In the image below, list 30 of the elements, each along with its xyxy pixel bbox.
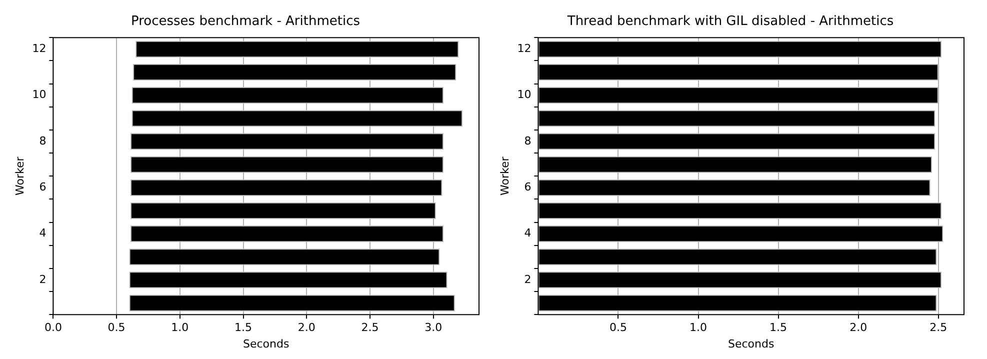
x-axis-title: Seconds (242, 337, 290, 350)
y-tick-label: 12 (32, 42, 46, 55)
y-tick-label: 10 (517, 88, 532, 102)
y-tick-label: 8 (524, 134, 532, 148)
y-tick-label: 2 (39, 272, 46, 286)
chart-title: Processes benchmark - Arithmetics (130, 14, 360, 30)
y-tick-label: 6 (39, 180, 46, 194)
y-tick-label: 10 (32, 88, 46, 102)
x-tick-label: 0.0 (44, 321, 62, 334)
y-axis-title: Worker (498, 156, 512, 196)
x-tick-label: 0.5 (609, 321, 627, 334)
x-tick-label: 1.5 (234, 321, 252, 334)
y-tick-label: 12 (517, 42, 532, 55)
x-tick-label: 1.0 (171, 321, 189, 334)
y-tick-label: 4 (524, 226, 532, 240)
x-tick-label: 1.5 (770, 321, 788, 334)
y-tick-label: 4 (39, 226, 46, 240)
x-axis-title: Seconds (728, 337, 774, 350)
x-tick-label: 1.0 (690, 321, 708, 334)
y-axis-title: Worker (13, 156, 26, 196)
y-tick-label: 8 (39, 134, 46, 148)
x-tick-label: 2.5 (361, 321, 379, 334)
x-tick-label: 0.5 (108, 321, 126, 334)
x-tick-label: 2.5 (930, 321, 948, 334)
x-tick-label: 2.0 (850, 321, 868, 334)
y-tick-label: 2 (524, 272, 532, 286)
chart-title: Thread benchmark with GIL disabled - Arithmetics (566, 14, 894, 30)
x-tick-label: 2.0 (298, 321, 316, 334)
x-tick-label: 3.0 (424, 321, 442, 334)
y-tick-label: 6 (524, 180, 532, 194)
